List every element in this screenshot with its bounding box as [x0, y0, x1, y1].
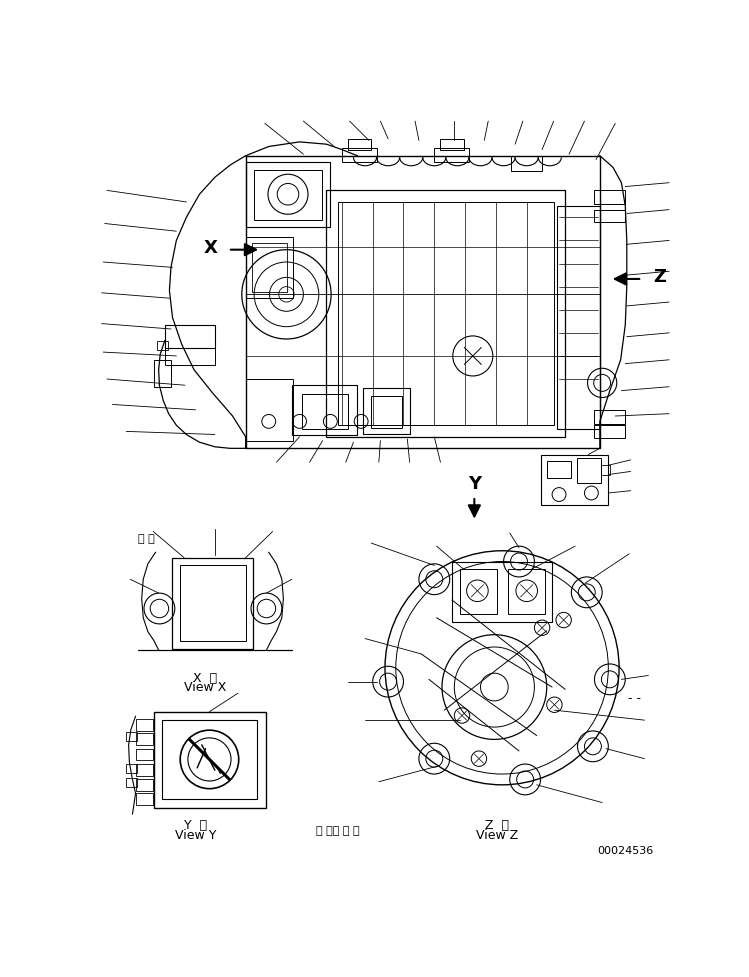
Bar [246, 162, 330, 228]
Bar [127, 764, 137, 773]
Bar [434, 149, 469, 162]
Bar [252, 242, 287, 292]
Text: - -: - - [628, 692, 641, 705]
Bar [348, 139, 372, 149]
Bar [338, 202, 554, 425]
Bar [254, 170, 322, 220]
Bar [327, 191, 565, 437]
Bar [557, 206, 600, 429]
Text: ， ，: ， ， [138, 534, 154, 544]
Bar [363, 388, 410, 435]
Bar [595, 409, 625, 424]
Bar [246, 236, 293, 298]
Text: View Z: View Z [476, 828, 518, 842]
Text: Y  視: Y 視 [184, 820, 207, 832]
Bar [136, 793, 154, 805]
Bar [165, 325, 215, 348]
Bar [547, 461, 571, 478]
Bar [127, 778, 137, 787]
Bar [157, 341, 168, 350]
Bar [136, 780, 154, 791]
Text: ・ ・， ・ ・: ・ ・， ・ ・ [316, 826, 360, 835]
Text: Z: Z [653, 269, 666, 286]
Bar [577, 458, 601, 483]
Bar [595, 210, 625, 222]
Text: Y: Y [468, 475, 481, 493]
Bar [292, 385, 357, 435]
Bar [136, 748, 154, 760]
Text: X  視: X 視 [192, 671, 217, 685]
Bar [595, 425, 625, 438]
Bar [163, 720, 257, 799]
Bar [136, 764, 154, 776]
Bar [541, 454, 608, 504]
Bar [302, 395, 348, 429]
Bar [246, 379, 293, 441]
Bar [172, 558, 253, 649]
Bar [460, 570, 497, 614]
Bar [127, 732, 137, 741]
Bar [452, 562, 552, 621]
Bar [136, 719, 154, 731]
Bar [136, 734, 154, 744]
Bar [154, 360, 171, 387]
Text: View Y: View Y [175, 828, 216, 842]
Text: X: X [203, 239, 217, 257]
Bar [165, 348, 215, 365]
Bar [372, 396, 402, 428]
Bar [246, 155, 600, 448]
Text: 00024536: 00024536 [598, 846, 654, 857]
Text: Z  視: Z 視 [485, 820, 509, 832]
Bar [509, 570, 545, 614]
Bar [595, 191, 625, 204]
Bar [440, 139, 464, 149]
Bar [154, 711, 266, 808]
Bar [512, 155, 542, 171]
Text: View X: View X [184, 681, 226, 694]
Bar [181, 566, 246, 641]
Bar [342, 149, 377, 162]
Bar [601, 465, 610, 475]
